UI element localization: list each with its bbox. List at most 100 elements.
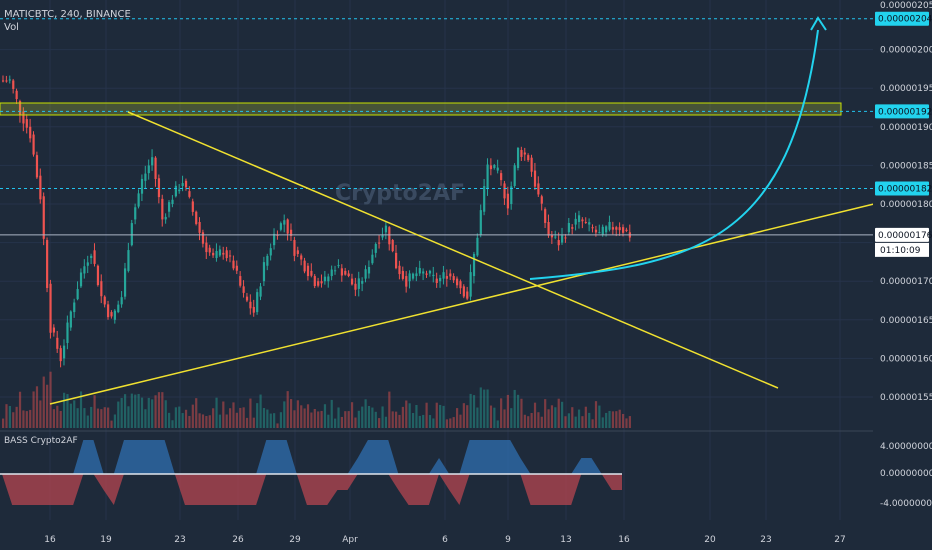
candle-body xyxy=(445,276,449,279)
candle-body xyxy=(418,268,421,274)
candle-body xyxy=(466,291,469,299)
volume-bar xyxy=(469,393,472,428)
volume-bar xyxy=(554,407,557,428)
candle-body xyxy=(222,252,225,255)
volume-bar xyxy=(283,401,286,428)
volume-bar xyxy=(479,387,482,428)
descending-trendline[interactable] xyxy=(127,111,779,389)
candle-body xyxy=(120,297,123,305)
candle-body xyxy=(218,249,222,256)
volume-bar xyxy=(445,419,449,428)
candle-body xyxy=(174,185,177,197)
ascending-trendline[interactable] xyxy=(49,202,879,405)
candle-body xyxy=(266,255,269,266)
candle-body xyxy=(425,273,428,275)
volume-bar xyxy=(256,403,259,428)
candle-body xyxy=(455,278,459,286)
candle-body xyxy=(469,272,472,297)
candle-body xyxy=(66,322,69,343)
candle-body xyxy=(327,276,330,282)
volume-bar xyxy=(459,414,462,428)
volume-bar xyxy=(12,412,15,428)
oscillator-axis-tick: 0.00000000 xyxy=(880,469,932,479)
candle-body xyxy=(533,170,537,187)
volume-bar xyxy=(239,407,242,428)
price-axis-tick: 0.00000180 xyxy=(880,200,932,210)
volume-bar xyxy=(59,410,62,428)
volume-bar xyxy=(15,406,18,428)
volume-bar xyxy=(76,408,79,428)
candle-body xyxy=(615,227,618,230)
candle-body xyxy=(127,250,130,271)
candle-body xyxy=(306,265,310,277)
price-axis[interactable]: 0.00000205 0.00000200 0.00000195 0.00000190… xyxy=(873,0,932,520)
candle-body xyxy=(8,79,11,81)
candle-body xyxy=(486,164,489,189)
oscillator-axis-tick: -4.00000000 xyxy=(880,499,932,509)
volume-bar xyxy=(605,412,608,428)
candle-body xyxy=(252,306,255,313)
volume-bar xyxy=(608,410,611,428)
volume-bar xyxy=(530,413,533,428)
candle-body xyxy=(208,247,211,253)
volume-bar xyxy=(401,406,404,428)
candle-body xyxy=(350,278,354,285)
time-axis[interactable]: 16 19 23 26 29 Apr 6 9 13 16 20 23 27 xyxy=(44,535,845,545)
volume-bar xyxy=(93,395,96,428)
volume-bar xyxy=(496,420,499,428)
candle-body xyxy=(242,286,245,293)
volume-bar xyxy=(323,404,327,428)
volume-bar xyxy=(574,416,577,428)
volume-bar xyxy=(29,409,32,428)
candle-body xyxy=(496,167,499,171)
watermark: Crypto2AF xyxy=(335,181,465,206)
candle-body xyxy=(73,302,76,313)
current-price-tag xyxy=(875,227,929,242)
volume-bar xyxy=(395,411,398,428)
volume-bar xyxy=(598,405,601,428)
candle-body xyxy=(611,227,615,230)
volume-bar xyxy=(73,400,76,428)
candle-body xyxy=(39,175,42,200)
volume-bar xyxy=(130,393,133,428)
volume-bar xyxy=(25,411,28,428)
candle-body xyxy=(79,272,83,287)
projection-curve[interactable] xyxy=(529,29,819,280)
volume-bar xyxy=(134,394,137,428)
candle-body xyxy=(205,242,208,253)
candle-body xyxy=(411,273,415,279)
candle-body xyxy=(25,119,28,128)
volume-bar xyxy=(154,395,157,428)
volume-bar xyxy=(205,416,208,428)
volume-bar xyxy=(225,414,228,428)
time-axis-tick: 23 xyxy=(760,535,771,545)
candle-body xyxy=(184,180,188,188)
volume-bar xyxy=(140,397,144,428)
candle-body xyxy=(310,270,313,276)
volume-bar xyxy=(527,416,530,428)
candle-body xyxy=(340,268,343,276)
candle-body xyxy=(52,327,56,333)
volume-bar xyxy=(313,408,316,428)
level-price-tag xyxy=(875,11,929,26)
volume-bar xyxy=(476,407,479,428)
volume-bar xyxy=(279,412,283,428)
time-axis-tick: 13 xyxy=(560,535,571,545)
candle-body xyxy=(483,186,486,212)
volume-bar xyxy=(276,423,279,428)
time-axis-tick: 29 xyxy=(289,535,301,545)
volume-bar xyxy=(442,405,445,428)
projection-arrow-icon xyxy=(810,16,827,31)
volume-bar xyxy=(493,407,496,428)
volume-bar xyxy=(317,411,320,428)
candle-body xyxy=(384,225,388,233)
volume-bar xyxy=(577,409,581,428)
volume-bar xyxy=(147,397,150,428)
candle-body xyxy=(561,235,564,243)
candle-body xyxy=(428,270,432,274)
candle-body xyxy=(622,227,625,233)
volume-bar xyxy=(628,416,631,428)
volume-bar xyxy=(378,418,381,428)
candle-body xyxy=(5,80,8,82)
